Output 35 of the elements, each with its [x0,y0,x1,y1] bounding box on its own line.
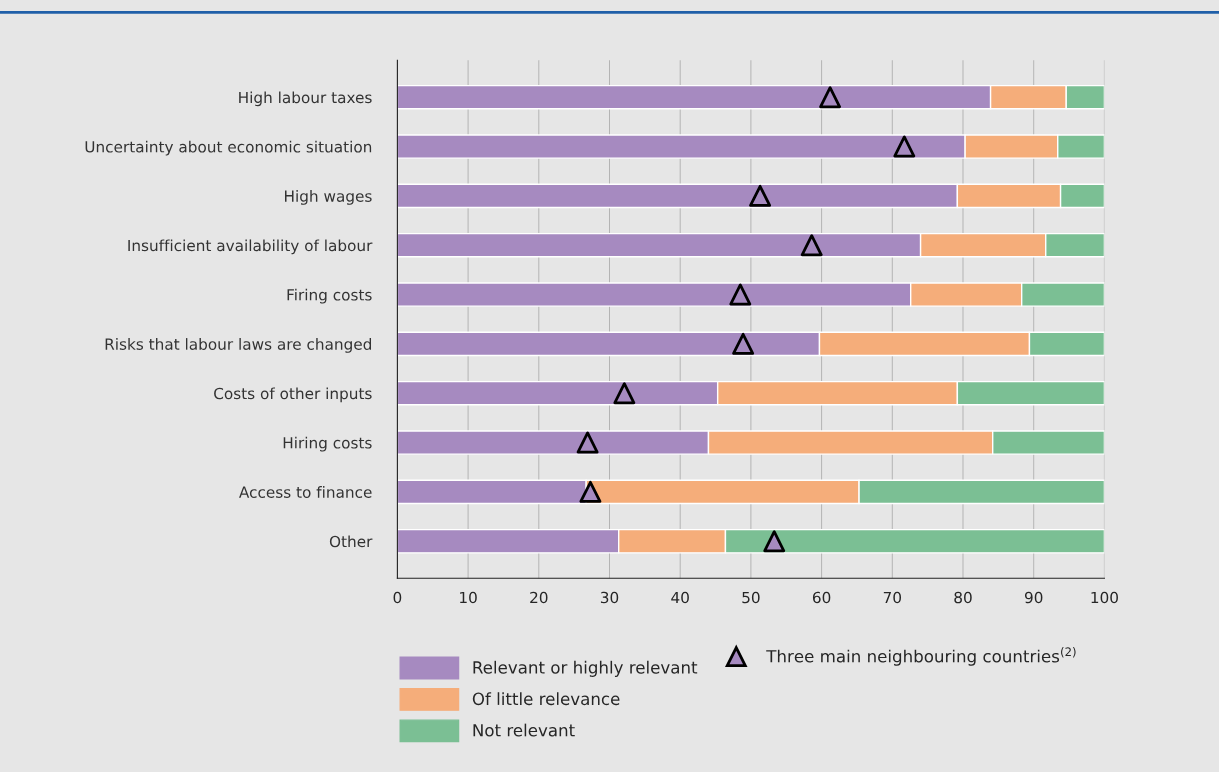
y-tick-label: Access to finance [239,486,372,498]
x-tick-label: 40 [671,591,689,604]
x-tick-label: 80 [954,591,972,604]
point [579,480,602,503]
point [800,234,823,257]
point [749,184,772,207]
x-tick-label: 90 [1024,591,1043,604]
x-tick-label: 30 [600,591,619,604]
point [819,86,842,109]
x-tick-label: 50 [742,591,760,604]
point [732,332,755,355]
y-tick-label: High wages [285,190,372,205]
legend-label: Relevant or highly relevant [473,660,698,677]
y-tick-label: Risks that labour laws are changed [105,338,372,353]
y-tick-label: Other [329,535,373,548]
x-tick-label: 60 [812,591,831,604]
y-tick-label: Firing costs [287,288,372,304]
point [613,382,636,405]
x-tick-label: 100 [1091,591,1118,604]
y-tick-label: Hiring costs [283,436,372,452]
point [763,530,786,553]
legend-label: Not relevant [473,723,575,737]
point [729,283,752,306]
legend-label: Of little relevance [472,692,620,706]
point [576,431,599,454]
x-tick-label: 0 [393,591,402,604]
x-tick-label: 10 [460,591,477,604]
y-tick-label: Uncertainty about economic situation [85,140,372,156]
y-tick-label: Costs of other inputs [214,387,372,403]
y-tick-label: High labour taxes [239,91,372,107]
legend-label: Three main neighbouring countries$^{(2)}$ [766,647,1076,666]
x-tick-label: 20 [530,591,548,604]
y-tick-label: Insufficient availability of labour [128,239,373,255]
point [893,135,916,158]
x-tick-label: 70 [883,591,902,604]
